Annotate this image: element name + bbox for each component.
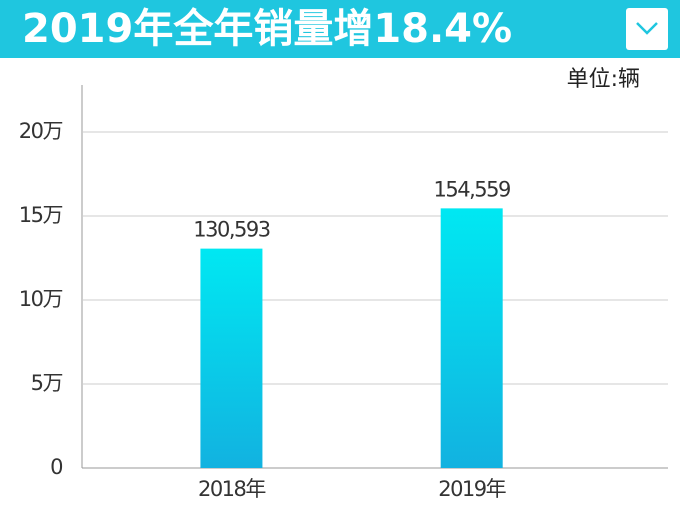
value-label: 154,559 (434, 177, 510, 201)
y-tick-label: 15万 (19, 203, 63, 227)
value-label: 130,593 (193, 218, 269, 242)
x-tick-label: 2019年 (438, 477, 506, 501)
title-banner (0, 0, 680, 58)
bar (440, 208, 503, 469)
unit-label: 单位:辆 (567, 67, 640, 92)
chart-title: 2019年全年销量增18.4% (22, 6, 512, 52)
x-tick-label: 2018年 (198, 477, 266, 501)
dropdown-button[interactable] (626, 8, 668, 50)
y-tick-label: 20万 (19, 119, 63, 143)
bar (200, 248, 263, 468)
y-tick-label: 10万 (19, 287, 63, 311)
y-tick-label: 0 (50, 455, 62, 479)
y-tick-label: 5万 (31, 371, 63, 395)
